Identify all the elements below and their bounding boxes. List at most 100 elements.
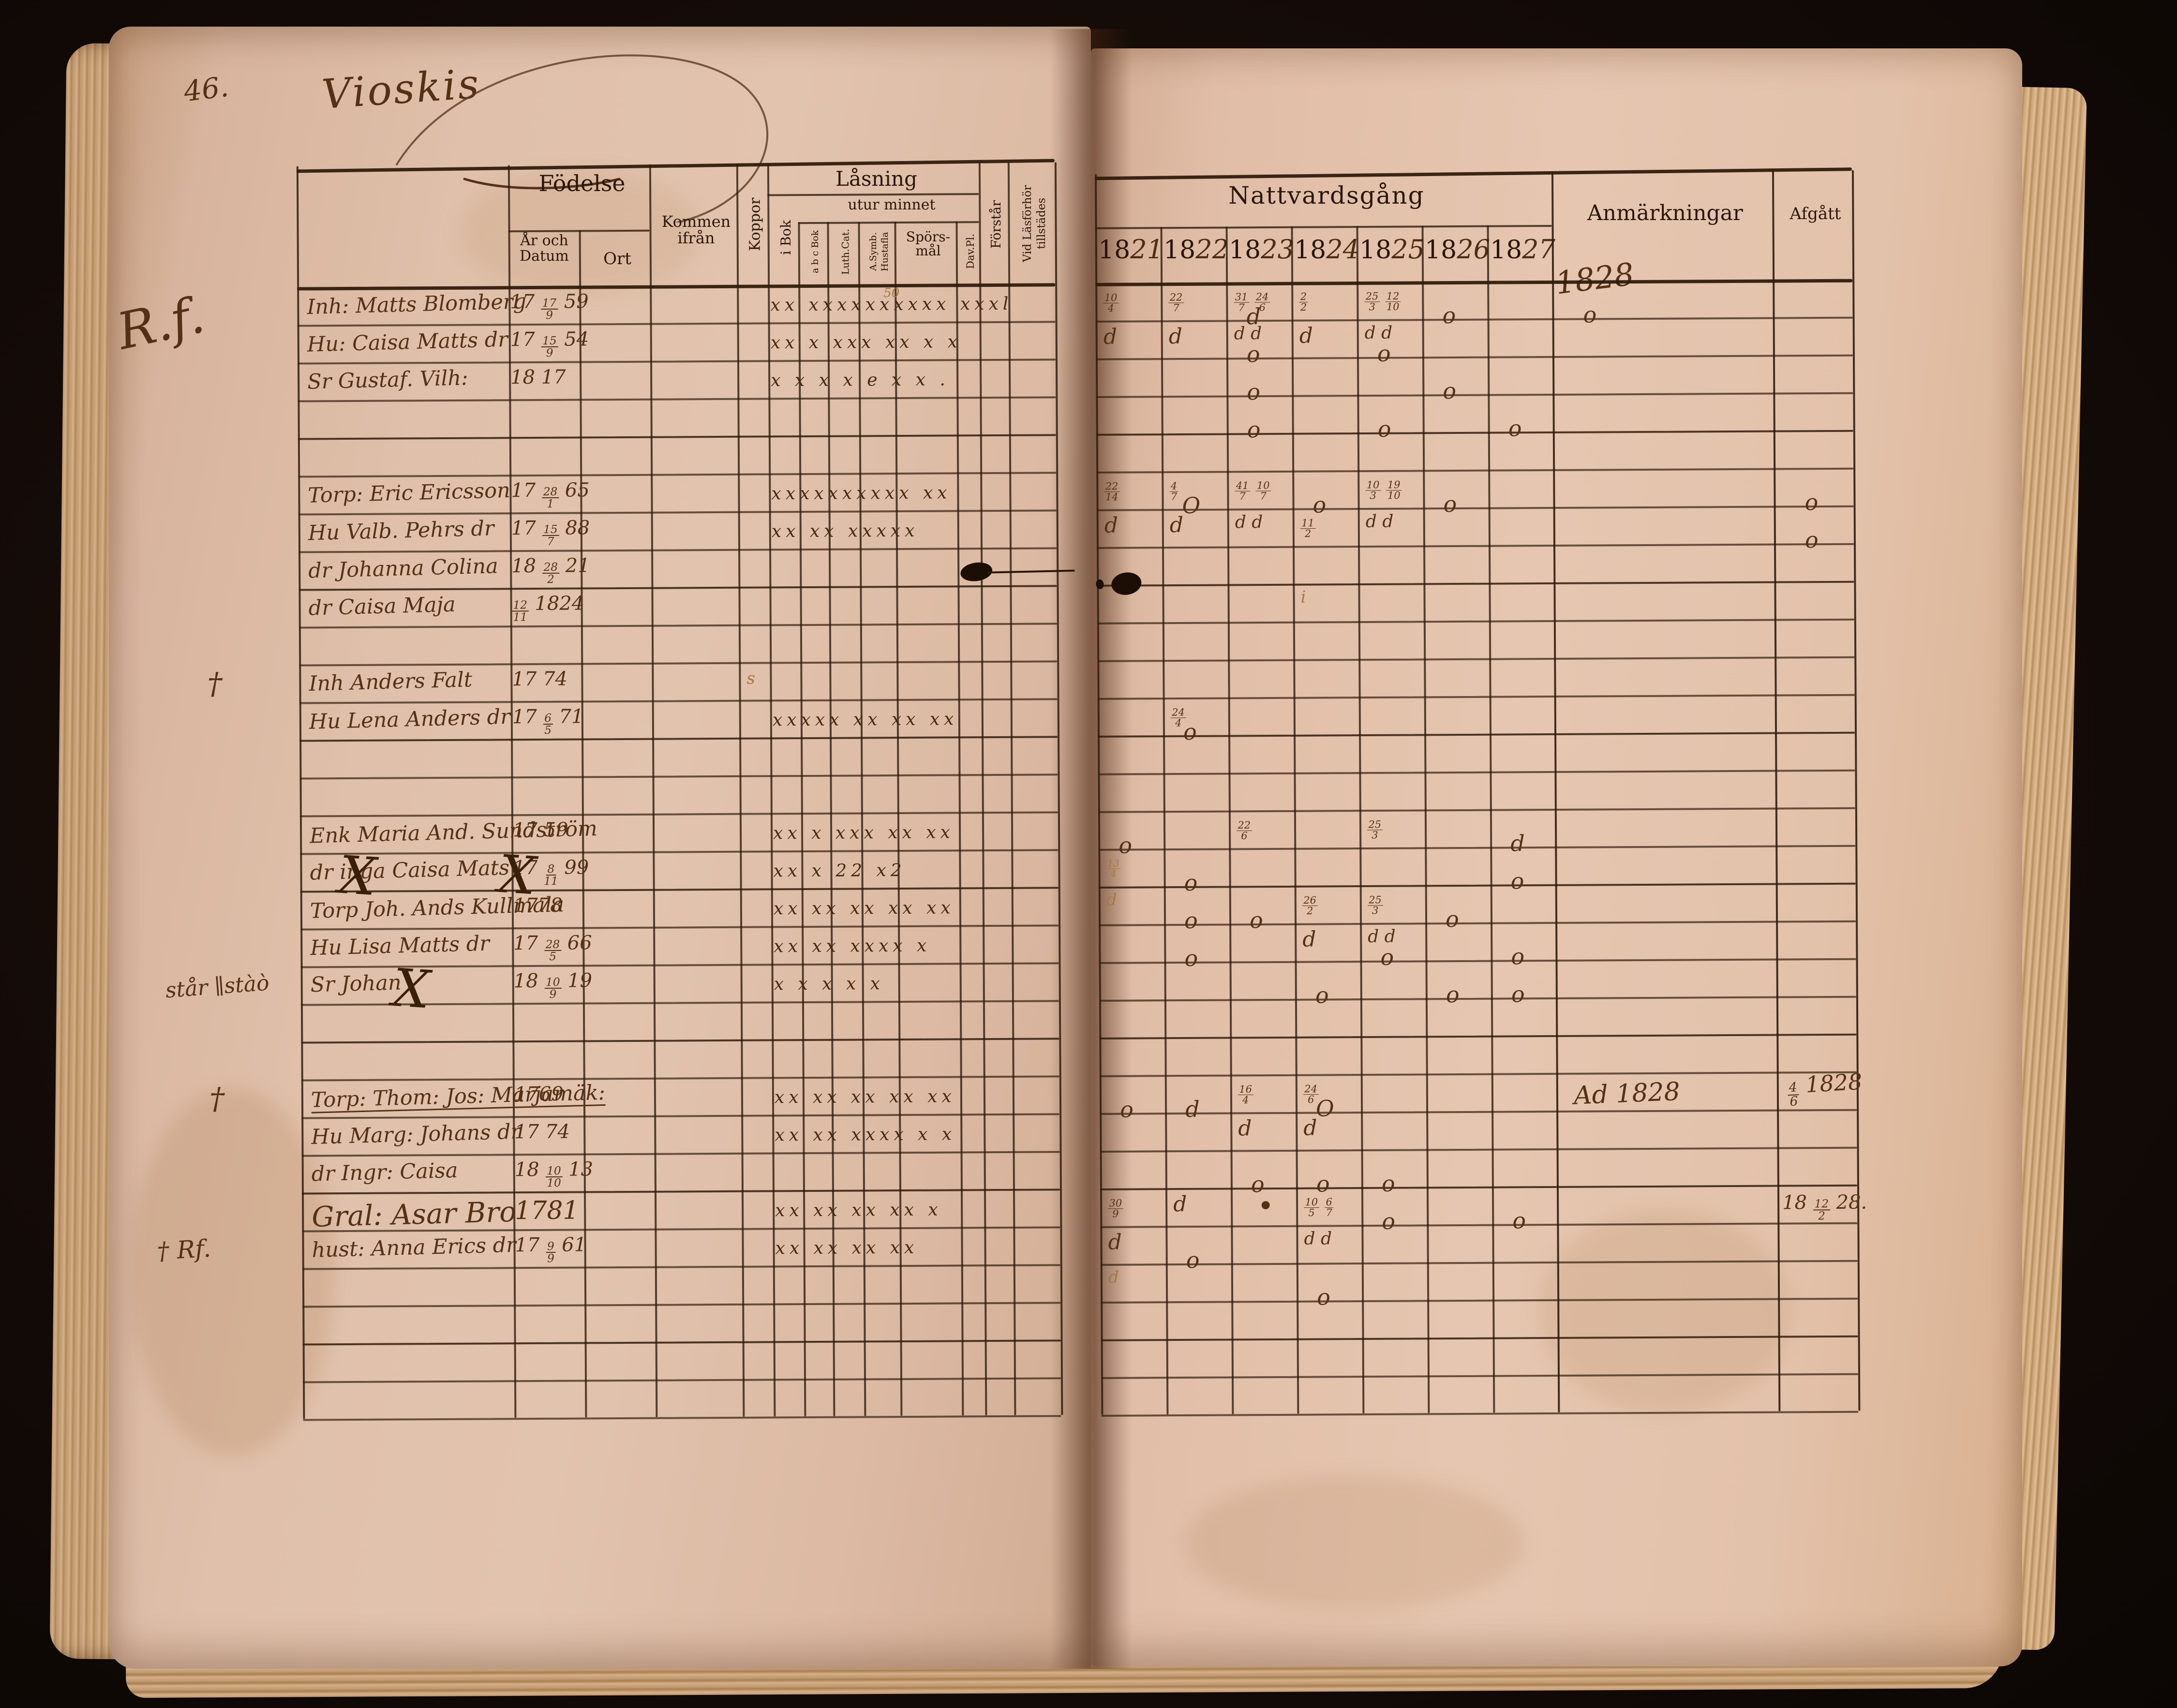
communion-date-mark: d: [1103, 324, 1118, 349]
communion-line-mark: o: [1382, 1208, 1396, 1234]
margin-cross-note: † Rf.: [156, 1234, 212, 1265]
record-name: Inh Anders Falt: [308, 668, 473, 696]
record-birthdate: 18 10 10 13: [514, 1158, 594, 1190]
record-birthdate: 1778: [513, 894, 563, 917]
communion-date-mark: d: [1106, 890, 1117, 910]
record-mark: s: [746, 668, 755, 688]
communion-line-mark: o: [1246, 341, 1260, 368]
record-birthdate: 18 28 2 21: [511, 554, 590, 586]
communion-line-mark: o: [1443, 491, 1457, 518]
reading-marks: xx xx xxxxx: [771, 520, 919, 542]
communion-date-mark: 41 7 10 7: [1235, 475, 1271, 503]
communion-line-mark: o: [1443, 378, 1457, 404]
communion-line-mark: o: [1184, 907, 1198, 934]
header-remarks: Anmärkningar: [1587, 201, 1743, 225]
communion-line-mark: o: [1247, 416, 1261, 443]
communion-date-mark: d: [1302, 927, 1316, 952]
header-birth-group: Födelse: [538, 170, 626, 196]
reading-marks: xx xx xx xx xx: [774, 1086, 956, 1108]
reading-marks: xxxxxxxxxx xx: [771, 483, 952, 504]
record-birthdate: 18 10 9 19: [513, 969, 593, 1001]
record-name: Hu Valb. Pehrs dr: [308, 516, 495, 546]
communion-line-mark: o: [1442, 302, 1456, 329]
reading-marks: x x x x e x x .: [771, 370, 950, 391]
reading-marks: x x x x x: [774, 974, 885, 995]
communion-line-mark: o: [1247, 379, 1261, 405]
header-come-from: Kommen ifrån: [661, 212, 731, 247]
record-birthdate: 12 11 1824: [511, 592, 584, 624]
communion-line-mark: o: [1508, 415, 1522, 442]
header-luther-catechism: Luth.Cat.: [839, 228, 851, 275]
header-departed: Afgått: [1789, 204, 1841, 223]
communion-date-mark: 25 3: [1367, 889, 1383, 917]
communion-date-mark: d d: [1235, 512, 1263, 533]
paper-stain: [1185, 1475, 1524, 1611]
reading-marks: xx xx xx xx xx: [773, 898, 955, 919]
reading-marks: xxxxx xx xx xx: [772, 709, 958, 730]
record-birthdate: 17 28 5 66: [513, 932, 592, 964]
communion-line-mark: o: [1381, 1170, 1395, 1197]
left-page: [109, 27, 1091, 1669]
header-questions: Spörs-mål: [906, 229, 951, 259]
communion-line-mark: o: [1249, 907, 1263, 934]
communion-date-mark: 26 2: [1302, 890, 1318, 918]
communion-line-mark: O: [1315, 1095, 1334, 1122]
communion-line-mark: o: [1317, 1284, 1330, 1310]
record-birthdate: 17 17 9 59: [510, 290, 589, 322]
record-birthdate: 1769: [514, 1083, 564, 1106]
year-column-header: 1825: [1359, 234, 1425, 265]
remark-entry: Ad 1828: [1573, 1077, 1681, 1111]
communion-date-mark: 10 4: [1103, 287, 1118, 315]
communion-line-mark: o: [1510, 868, 1524, 894]
communion-date-mark: d: [1303, 1115, 1317, 1141]
header-year-date: År och Datum: [520, 232, 569, 265]
communion-date-mark: d: [1108, 1267, 1119, 1287]
record-name: dr Johanna Colina: [308, 554, 499, 583]
year-column-header: 1821: [1098, 234, 1163, 265]
record-birthdate: 17 15 7 88: [511, 517, 590, 549]
communion-line-mark: o: [1377, 340, 1391, 367]
record-birthdate: 18 17: [510, 366, 566, 389]
reading-marks: xx x xxx xx xx: [773, 822, 955, 844]
departed-entry: 18 12 2 28.: [1782, 1191, 1867, 1223]
strike-through-x: X: [390, 957, 432, 1021]
communion-date-mark: d: [1104, 513, 1118, 538]
communion-date-mark: 16 4: [1238, 1078, 1253, 1106]
record-name: Sr Johan: [310, 970, 402, 997]
communion-date-mark: 30 9: [1108, 1192, 1123, 1220]
header-abc-book: a b c Bok: [810, 230, 821, 273]
record-birthdate: 17 28 1 65: [511, 479, 590, 511]
communion-line-mark: o: [1118, 832, 1133, 859]
paper-stain: [131, 1088, 334, 1456]
communion-date-mark: 13 4: [1106, 853, 1121, 880]
header-smallpox: Koppor: [746, 197, 764, 252]
header-symbolum: A.Symb. Hustafla: [867, 232, 890, 271]
record-name: dr Caisa Maja: [308, 592, 456, 621]
communion-date-mark: 22 14: [1104, 475, 1120, 504]
communion-line-mark: O: [1182, 492, 1201, 519]
communion-line-mark: o: [1512, 1207, 1526, 1234]
communion-line-mark: o: [1804, 489, 1819, 516]
communion-date-mark: d: [1238, 1116, 1252, 1141]
reading-marks: xx xx xx xx x: [775, 1200, 942, 1221]
record-birthdate: 1781: [515, 1196, 579, 1226]
communion-line-mark: o: [1186, 1247, 1200, 1273]
header-understands: Förstår: [988, 200, 1004, 249]
margin-cross: †: [207, 666, 223, 701]
communion-line-mark: o: [1119, 1096, 1133, 1123]
communion-line-mark: o: [1184, 869, 1198, 896]
communion-line-mark: o: [1184, 945, 1198, 971]
communion-date-mark: i: [1300, 587, 1306, 607]
communion-date-mark: d: [1169, 512, 1184, 538]
communion-line-mark: o: [1380, 944, 1394, 970]
communion-line-mark: d: [1185, 1096, 1200, 1122]
communion-date-mark: 10 3 19 10: [1365, 474, 1402, 502]
header-communion-group: Nattvardsgång: [1228, 181, 1425, 209]
record-name: Sr Gustaf. Vilh:: [307, 366, 469, 394]
year-column-header: 1823: [1229, 234, 1294, 265]
record-birthdate: 17 59: [512, 818, 568, 842]
record-birthdate: 17 74: [514, 1120, 570, 1144]
